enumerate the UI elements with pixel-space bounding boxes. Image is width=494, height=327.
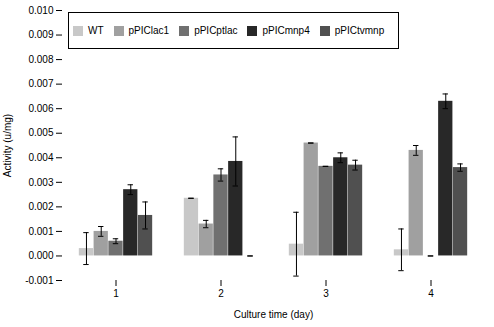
svg-text:4: 4 xyxy=(428,288,434,299)
svg-text:0.004: 0.004 xyxy=(28,152,53,163)
svg-text:Culture time (day): Culture time (day) xyxy=(234,309,313,320)
svg-text:0.010: 0.010 xyxy=(28,5,53,16)
svg-text:0.005: 0.005 xyxy=(28,127,53,138)
html-text:pPICmnp4: pPICmnp4 xyxy=(262,25,310,36)
svg-text:0.009: 0.009 xyxy=(28,29,53,40)
html-text:WT: WT xyxy=(88,25,104,36)
svg-text:0.002: 0.002 xyxy=(28,201,53,212)
svg-text:0.001: 0.001 xyxy=(28,226,53,237)
svg-text:2: 2 xyxy=(218,288,224,299)
svg-text:Activity (u/mg): Activity (u/mg) xyxy=(2,114,13,177)
html-text:pPIClac1: pPIClac1 xyxy=(128,25,170,36)
svg-text:0.007: 0.007 xyxy=(28,78,53,89)
html-text:pPICtvmnp: pPICtvmnp xyxy=(334,25,385,36)
svg-text:1: 1 xyxy=(113,288,119,299)
html-text:pPICptlac: pPICptlac xyxy=(194,25,238,36)
svg-text:-0.001: -0.001 xyxy=(25,275,54,286)
svg-text:0.000: 0.000 xyxy=(28,250,53,261)
svg-text:3: 3 xyxy=(323,288,329,299)
svg-text:0.003: 0.003 xyxy=(28,177,53,188)
svg-text:0.008: 0.008 xyxy=(28,54,53,65)
svg-text:0.006: 0.006 xyxy=(28,103,53,114)
